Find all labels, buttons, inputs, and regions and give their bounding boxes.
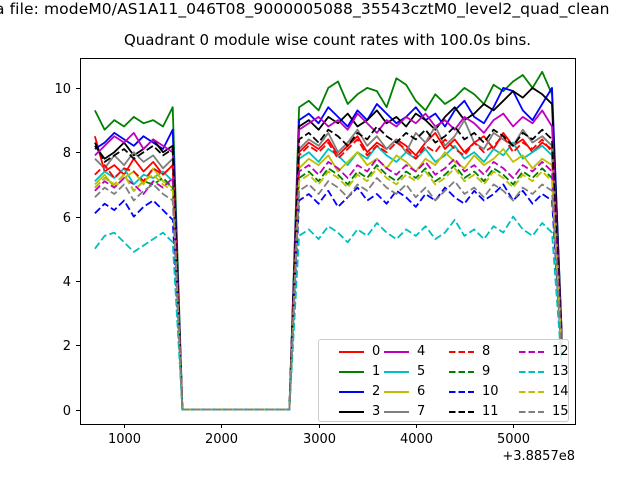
legend-line-sample: [339, 351, 364, 353]
y-tick-label: 6: [63, 211, 71, 226]
legend-column-1: 4 5 6 7: [383, 342, 425, 422]
legend-line-sample: [449, 351, 474, 353]
legend-label: 13: [552, 364, 569, 379]
suptitle-text: a file: modeM0/AS1A11_046T08_9000005088_…: [0, 0, 610, 18]
legend-column-2: 8 9 10 11: [448, 342, 499, 422]
legend-line-sample: [519, 411, 544, 413]
y-tick-label: 2: [63, 339, 71, 354]
legend-label: 9: [482, 364, 491, 379]
legend-label: 10: [482, 384, 499, 399]
legend-line-sample: [519, 371, 544, 373]
legend-label: 7: [417, 404, 426, 419]
legend-line-sample: [384, 371, 409, 373]
legend-item-14: 14: [518, 382, 569, 402]
series-line-14: [94, 167, 563, 411]
suptitle: a file: modeM0/AS1A11_046T08_9000005088_…: [0, 0, 640, 22]
legend-label: 11: [482, 404, 499, 419]
y-tick-label: 0: [63, 404, 71, 419]
legend-column-0: 0 1 2 3: [338, 342, 380, 422]
legend-column-3: 12 13 14 15: [518, 342, 569, 422]
y-tick-label: 4: [63, 275, 71, 290]
x-tick-label: 2000: [205, 432, 238, 447]
legend-item-6: 6: [383, 382, 425, 402]
series-line-2: [94, 87, 563, 411]
legend-item-12: 12: [518, 342, 569, 362]
legend-item-13: 13: [518, 362, 569, 382]
legend-line-sample: [519, 351, 544, 353]
series-line-11: [94, 125, 563, 411]
legend-line-sample: [449, 371, 474, 373]
legend-label: 1: [372, 364, 381, 379]
legend-item-11: 11: [448, 402, 499, 422]
legend-label: 0: [372, 344, 381, 359]
x-tick-label: 5000: [497, 432, 530, 447]
legend-label: 6: [417, 384, 426, 399]
legend-item-15: 15: [518, 402, 569, 422]
legend-line-sample: [384, 411, 409, 413]
legend-label: 4: [417, 344, 426, 359]
legend-label: 12: [552, 344, 569, 359]
legend-line-sample: [449, 391, 474, 393]
axes-title: Quadrant 0 module wise count rates with …: [123, 31, 532, 49]
series-line-15: [94, 177, 563, 411]
legend-line-sample: [339, 391, 364, 393]
legend-item-0: 0: [338, 342, 380, 362]
y-tick-label: 10: [54, 82, 71, 97]
series-line-12: [94, 157, 563, 411]
y-tick-label: 8: [63, 146, 71, 161]
legend: 0 1 2 3 4 5 6 7 8 9 10 11 12 13 14 15: [318, 339, 569, 422]
legend-item-10: 10: [448, 382, 499, 402]
legend-label: 15: [552, 404, 569, 419]
legend-label: 2: [372, 384, 381, 399]
x-tick-label: 4000: [400, 432, 433, 447]
legend-line-sample: [519, 391, 544, 393]
legend-item-2: 2: [338, 382, 380, 402]
legend-line-sample: [339, 371, 364, 373]
series-line-9: [94, 164, 563, 411]
axes-frame: [80, 58, 576, 425]
legend-label: 3: [372, 404, 381, 419]
legend-line-sample: [449, 411, 474, 413]
legend-item-5: 5: [383, 362, 425, 382]
x-tick-label: 1000: [108, 432, 141, 447]
legend-item-4: 4: [383, 342, 425, 362]
series-line-13: [94, 215, 563, 411]
legend-label: 14: [552, 384, 569, 399]
legend-item-9: 9: [448, 362, 499, 382]
legend-item-1: 1: [338, 362, 380, 382]
series-line-3: [94, 87, 563, 411]
legend-item-7: 7: [383, 402, 425, 422]
legend-item-3: 3: [338, 402, 380, 422]
legend-label: 5: [417, 364, 426, 379]
legend-line-sample: [384, 351, 409, 353]
legend-item-8: 8: [448, 342, 499, 362]
legend-line-sample: [384, 391, 409, 393]
legend-line-sample: [339, 411, 364, 413]
legend-label: 8: [482, 344, 491, 359]
x-axis-offset-label: +3.8857e8: [502, 449, 575, 464]
x-tick-label: 3000: [303, 432, 336, 447]
